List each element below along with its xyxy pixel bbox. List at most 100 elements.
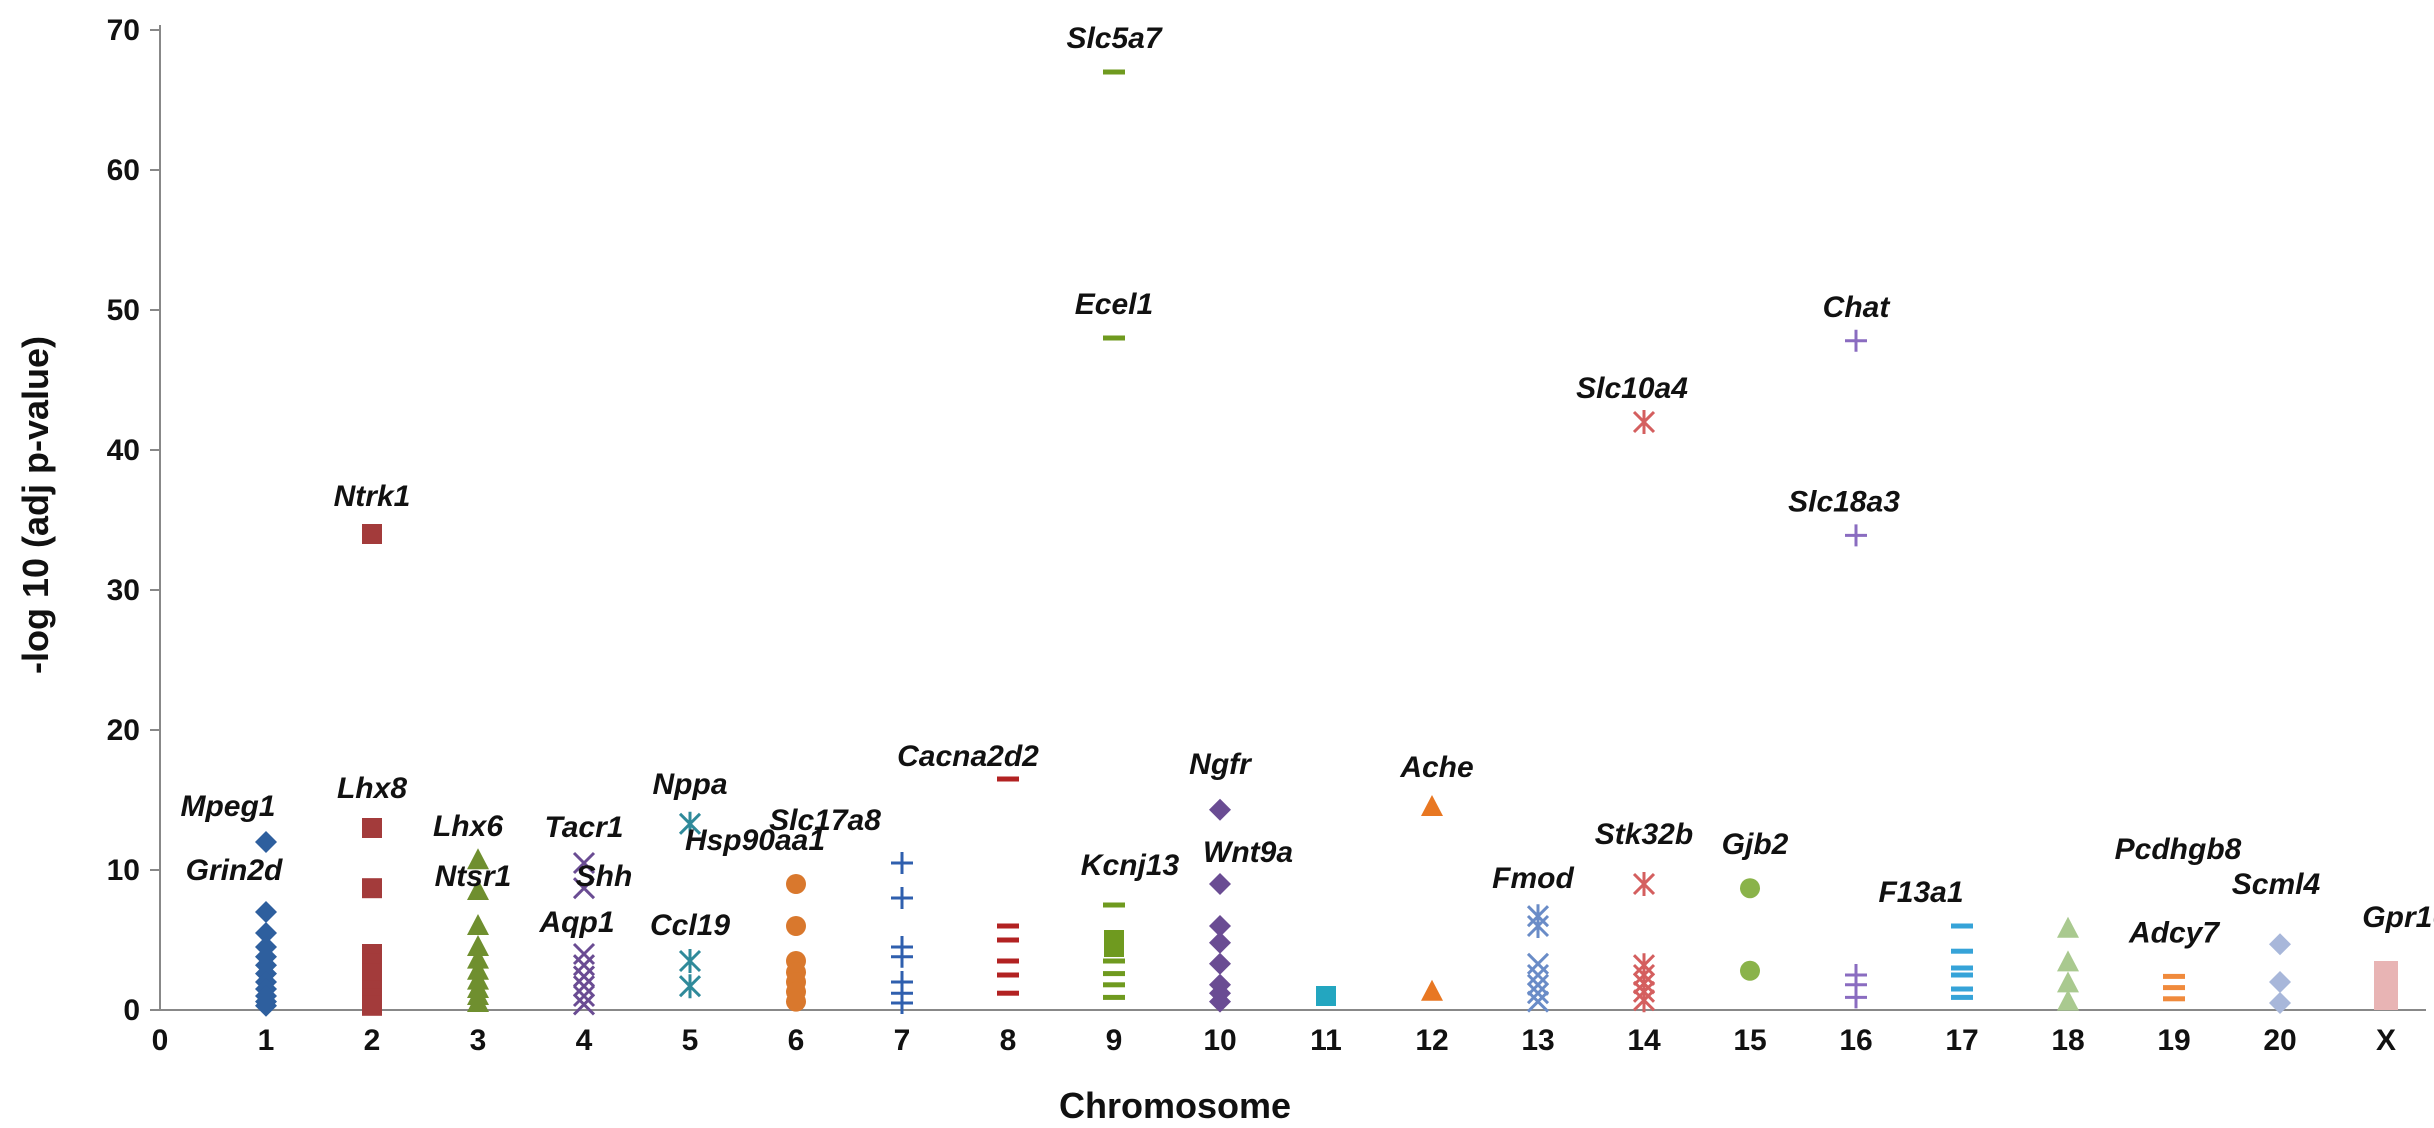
data-point [1845,329,1867,352]
data-point [1421,795,1443,816]
data-point [1526,982,1550,1005]
x-tick-label: 7 [894,1024,911,1057]
data-point [2374,961,2398,1010]
data-point [467,848,489,870]
data-point [2057,950,2079,972]
data-point [678,974,702,999]
gene-label: Tacr1 [545,811,624,844]
data-point [572,942,596,966]
data-point [1740,878,1760,899]
gene-label: Slc18a3 [1788,485,1900,518]
data-point [1951,994,1973,1000]
gene-label: Nppa [653,768,728,801]
gene-label: Ccl19 [650,909,730,942]
x-tick-label: 3 [470,1024,487,1057]
gene-label: Ntsr1 [435,860,512,893]
data-point [467,914,489,935]
data-point [1951,972,1973,978]
data-point [2163,985,2185,991]
data-point [362,995,382,1016]
y-axis-title: -log 10 (adj p-value) [15,336,56,674]
data-point [467,947,489,969]
gene-label: Scml4 [2232,868,2321,901]
y-tick-label: 0 [123,994,140,1027]
gene-label: Grin2d [186,854,283,887]
x-tick-label: 1 [258,1024,275,1057]
gene-label: Chat [1823,291,1892,324]
data-point [2163,973,2185,979]
data-point [572,954,596,977]
data-point [1209,798,1231,821]
data-point [2163,996,2185,1002]
x-tick-label: 17 [1945,1024,1978,1057]
gene-labels-layer: Slc5a7 Ecel1 Chat Slc10a4 Slc18a3 Ntrk1 Mpeg1 G… [180,22,2434,949]
data-point [1209,952,1231,975]
gene-label: Wnt9a [1203,836,1293,869]
data-point [1526,914,1550,938]
data-point [1526,952,1550,975]
data-point [1526,963,1550,987]
data-point [678,811,702,836]
data-point [1951,986,1973,992]
data-point [1632,410,1656,434]
data-point [997,990,1019,996]
x-tick-label: 13 [1521,1024,1554,1057]
data-point [1209,931,1231,954]
data-point [255,994,277,1017]
gene-label: Hsp90aa1 [685,824,825,857]
y-tick-label: 50 [107,294,140,327]
data-point [1103,902,1125,908]
gene-label: F13a1 [1878,876,1963,909]
data-point [1103,994,1125,1000]
data-point [1103,69,1125,75]
data-point [362,878,382,899]
x-tick-label: 15 [1733,1024,1766,1057]
data-point [2057,916,2079,938]
data-point [1209,915,1231,937]
data-point [1951,965,1973,971]
x-tick-label: 6 [788,1024,805,1057]
data-point [1104,937,1124,957]
data-point [1103,335,1125,341]
data-point [891,992,913,1014]
data-point [1316,986,1336,1006]
data-point [1103,971,1125,977]
data-point [1951,923,1973,929]
x-tick-label: X [2376,1024,2396,1057]
data-point [997,958,1019,964]
gene-label: Aqp1 [539,906,615,939]
x-tick-label: 19 [2157,1024,2190,1057]
gene-label: Mpeg1 [180,790,275,823]
x-tick-label: 2 [364,1024,381,1057]
gene-label: Cacna2d2 [897,740,1039,773]
data-point [997,937,1019,943]
data-point [1845,524,1867,547]
x-tick-label: 18 [2051,1024,2084,1057]
data-point [1740,960,1760,981]
data-point [255,922,277,944]
gene-label: Ntrk1 [334,480,411,513]
data-points-layer [255,69,2398,1017]
x-tick-label: 20 [2263,1024,2296,1057]
data-point [255,901,277,923]
gene-label: Lhx8 [337,772,407,805]
x-tick-label: 4 [576,1024,593,1057]
data-point [891,852,913,874]
y-tick-label: 20 [107,714,140,747]
gene-label: Slc10a4 [1576,372,1688,405]
gene-label: Pcdhgb8 [2115,833,2242,866]
data-point [1103,958,1125,964]
data-point [1632,988,1656,1013]
data-point [786,916,806,936]
data-point [1526,990,1550,1013]
data-point [255,831,277,853]
data-point [1632,872,1656,896]
data-point [786,874,806,894]
gene-label: Kcnj13 [1081,849,1180,882]
data-point [572,975,596,998]
data-point [1103,982,1125,988]
gene-label: Gjb2 [1722,828,1789,861]
x-tick-label: 5 [682,1024,699,1057]
data-point [572,965,596,988]
